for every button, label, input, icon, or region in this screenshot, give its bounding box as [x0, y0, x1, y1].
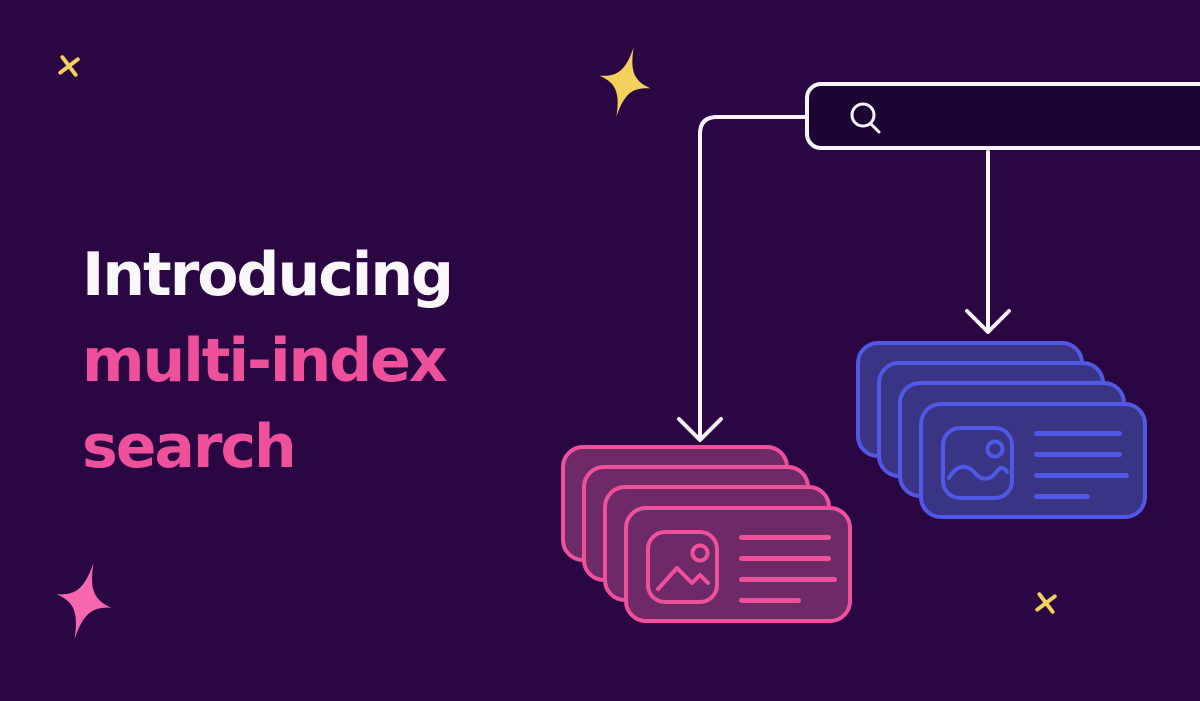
- arrowhead-left: [677, 417, 723, 442]
- search-icon: [850, 102, 881, 134]
- text-line: [1034, 473, 1129, 478]
- four-point-star-pink-icon: [56, 562, 112, 640]
- title-line-3: search: [82, 412, 297, 482]
- text-line: [739, 598, 801, 603]
- arrowhead-right: [965, 309, 1011, 334]
- text-line: [739, 556, 831, 561]
- results-stack-blue: [856, 341, 1148, 521]
- text-line: [1034, 431, 1122, 436]
- four-point-star-yellow-icon: [599, 47, 651, 117]
- cross-sparkle-icon: [1035, 592, 1057, 614]
- title-line-2: multi-index: [82, 326, 448, 396]
- title-line-1: Introducing: [82, 240, 454, 310]
- image-placeholder-icon: [941, 426, 1014, 500]
- cross-sparkle-icon: [58, 55, 80, 77]
- text-skeleton: [1034, 431, 1129, 515]
- page-title: Introducing multi-index search: [82, 232, 454, 490]
- image-placeholder-icon: [646, 530, 719, 604]
- search-input[interactable]: [805, 82, 1200, 150]
- results-stack-pink: [561, 445, 853, 625]
- result-card-front: [624, 506, 852, 623]
- text-line: [739, 577, 837, 582]
- result-card-front: [919, 402, 1147, 519]
- text-skeleton: [739, 535, 837, 619]
- connector-left-arrow: [698, 115, 807, 440]
- text-line: [739, 535, 831, 540]
- text-line: [1034, 494, 1090, 499]
- text-line: [1034, 452, 1122, 457]
